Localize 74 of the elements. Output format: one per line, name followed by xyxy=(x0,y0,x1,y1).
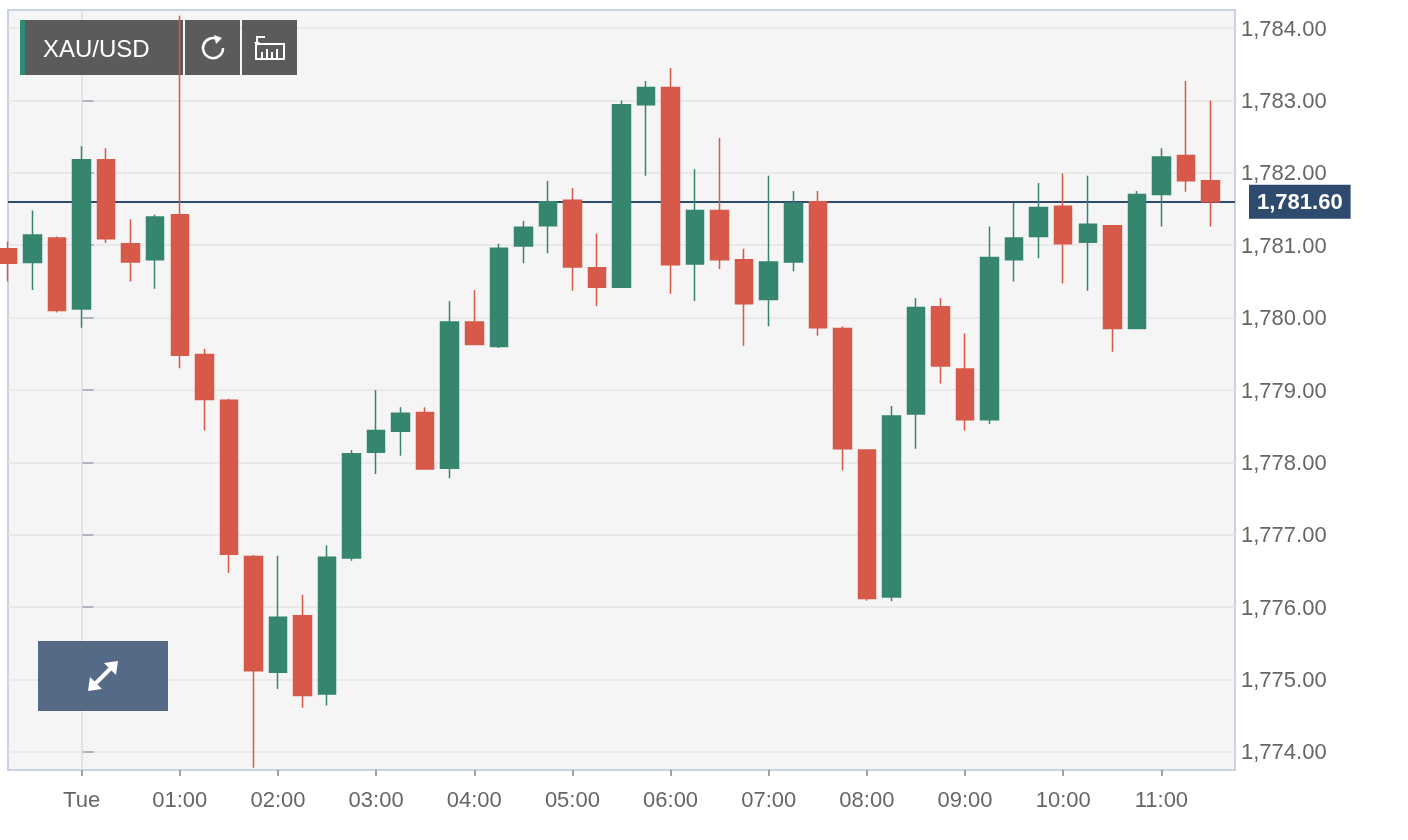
candlestick xyxy=(660,67,681,295)
x-tick-label: 06:00 xyxy=(643,786,699,812)
candlestick xyxy=(96,147,116,244)
candlestick xyxy=(145,214,165,290)
candlestick xyxy=(390,406,411,457)
x-tick-label: 10:00 xyxy=(1035,786,1091,812)
candlestick xyxy=(489,243,509,349)
y-tick-label: 1,780.00 xyxy=(1241,305,1327,331)
candlestick xyxy=(587,232,607,307)
candlestick xyxy=(881,405,902,603)
y-tick-label: 1,776.00 xyxy=(1241,594,1327,620)
candlestick xyxy=(734,248,754,347)
candlestick xyxy=(194,347,215,432)
candlestick xyxy=(783,190,804,273)
candlestick xyxy=(513,219,534,265)
y-tick-label: 1,782.00 xyxy=(1241,160,1327,186)
candlestick xyxy=(170,15,190,370)
x-tick-label: 08:00 xyxy=(839,786,895,812)
ref-line-label: 1,781.60 xyxy=(1257,189,1343,215)
candlestick xyxy=(1078,175,1098,292)
x-tick-label: 01:00 xyxy=(152,786,208,812)
candlestick xyxy=(808,190,828,337)
candlestick xyxy=(268,555,288,690)
candlestick xyxy=(857,448,877,602)
y-tick-label: 1,777.00 xyxy=(1241,522,1327,548)
candlestick xyxy=(709,137,730,270)
candlestick xyxy=(930,297,951,385)
x-tick-label: 11:00 xyxy=(1134,786,1189,812)
candlestick xyxy=(341,449,362,562)
candlestick xyxy=(22,209,43,291)
y-tick-label: 1,783.00 xyxy=(1241,87,1327,113)
y-tick-label: 1,781.00 xyxy=(1241,232,1327,258)
candlestick xyxy=(439,300,460,480)
x-tick-label: 07:00 xyxy=(741,786,797,812)
candlestick xyxy=(243,554,264,769)
candlestick xyxy=(464,289,485,346)
candlestick xyxy=(955,332,975,432)
candlestick xyxy=(415,406,435,471)
x-tick-label: 09:00 xyxy=(937,786,993,812)
candlestick xyxy=(906,297,926,450)
y-tick-label: 1,774.00 xyxy=(1241,739,1327,765)
candlestick xyxy=(366,389,386,475)
candlestick xyxy=(685,168,705,302)
candlestick xyxy=(120,218,141,283)
candlestick xyxy=(219,397,239,574)
candlestick xyxy=(758,175,779,328)
candlestick xyxy=(1127,190,1147,330)
y-tick-label: 1,775.00 xyxy=(1241,667,1327,693)
candlestick xyxy=(1200,99,1221,228)
candlestick xyxy=(1004,201,1024,283)
candlestick xyxy=(1176,80,1196,193)
y-tick-label: 1,784.00 xyxy=(1241,15,1327,41)
candlestick xyxy=(1053,172,1073,285)
candlestick xyxy=(832,325,853,472)
y-tick-label: 1,779.00 xyxy=(1241,377,1327,403)
candlestick xyxy=(979,225,1000,425)
text: XAU/USD xyxy=(43,34,150,62)
candlestick xyxy=(71,145,92,329)
candlestick xyxy=(1102,224,1123,353)
candlestick xyxy=(562,187,583,292)
candlestick xyxy=(1151,147,1172,228)
x-tick-label: Tue xyxy=(63,786,101,812)
x-tick-label: 02:00 xyxy=(250,786,306,812)
candlestick xyxy=(538,180,558,254)
candlestick xyxy=(317,544,337,707)
x-tick-label: 05:00 xyxy=(544,786,600,812)
candlestick xyxy=(292,594,313,709)
candlestick xyxy=(47,235,67,314)
x-tick-label: 03:00 xyxy=(348,786,404,812)
x-tick-label: 04:00 xyxy=(446,786,502,812)
y-tick-label: 1,778.00 xyxy=(1241,449,1327,475)
candlestick xyxy=(636,80,656,177)
candlestick xyxy=(611,99,632,289)
candlestick xyxy=(1028,182,1049,260)
